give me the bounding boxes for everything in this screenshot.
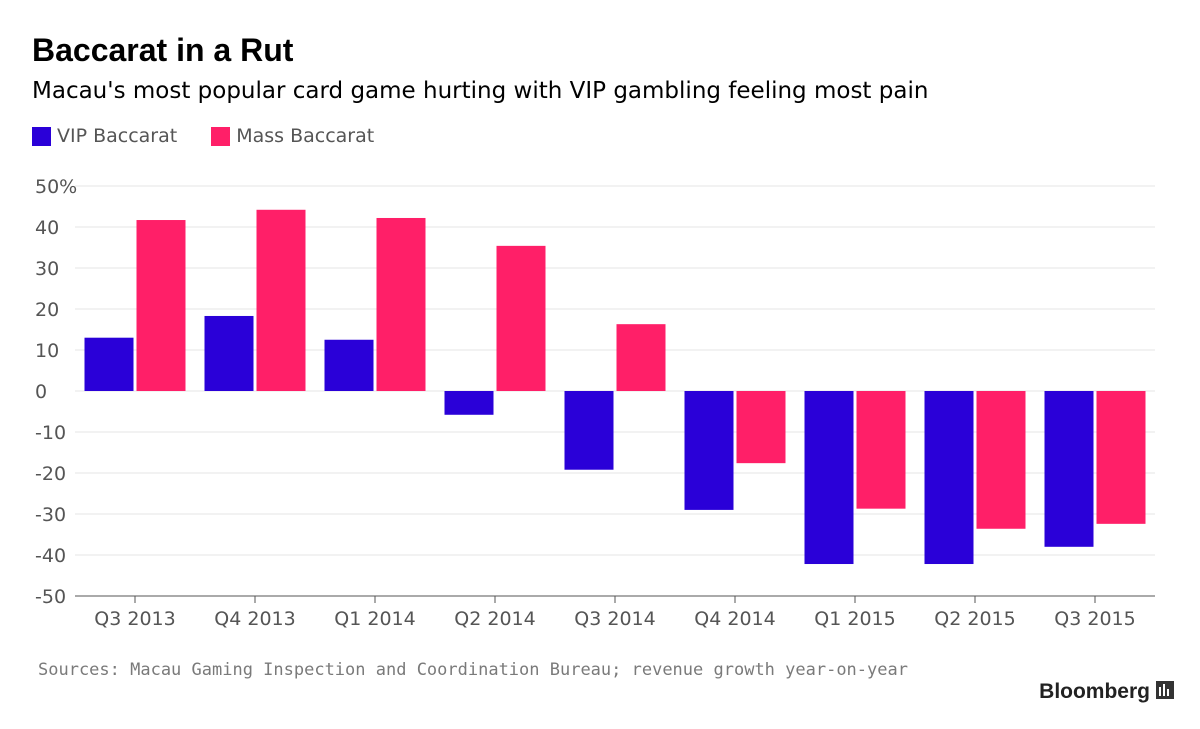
y-tick-label: 20 bbox=[35, 299, 59, 321]
brand-logo: Bloomberg bbox=[1039, 679, 1174, 705]
chart-title: Baccarat in a Rut bbox=[32, 32, 294, 68]
brand-name: Bloomberg bbox=[1039, 680, 1150, 703]
y-tick-label: -30 bbox=[35, 504, 66, 526]
y-tick-label: 40 bbox=[35, 217, 59, 239]
bar-vip bbox=[1044, 391, 1094, 547]
y-tick-label: 50% bbox=[35, 176, 77, 198]
x-tick-label: Q3 2014 bbox=[574, 608, 655, 630]
legend-item-mass: Mass Baccarat bbox=[211, 125, 374, 147]
bar-mass bbox=[856, 391, 906, 509]
legend-label-mass: Mass Baccarat bbox=[236, 125, 375, 147]
y-tick-label: -40 bbox=[35, 545, 66, 567]
y-tick-label: 0 bbox=[35, 381, 47, 403]
x-tick-label: Q4 2013 bbox=[214, 608, 295, 630]
x-tick-label: Q1 2014 bbox=[334, 608, 415, 630]
x-tick-label: Q3 2015 bbox=[1054, 608, 1135, 630]
x-tick-label: Q1 2015 bbox=[814, 608, 895, 630]
legend-swatch-vip bbox=[32, 126, 51, 146]
legend: VIP Baccarat Mass Baccarat bbox=[32, 125, 408, 147]
bar-mass bbox=[1096, 391, 1146, 524]
chart-subtitle: Macau's most popular card game hurting w… bbox=[32, 78, 929, 104]
bar-mass bbox=[376, 217, 426, 391]
y-tick-label: 30 bbox=[35, 258, 59, 280]
bar-vip bbox=[564, 391, 614, 470]
bar-mass bbox=[496, 245, 546, 391]
x-tick-label: Q3 2013 bbox=[94, 608, 175, 630]
bar-mass bbox=[976, 391, 1026, 529]
y-tick-label: -50 bbox=[35, 586, 66, 608]
bar-vip bbox=[804, 391, 854, 565]
bar-vip bbox=[924, 391, 974, 565]
y-tick-label: -20 bbox=[35, 463, 66, 485]
source-note: Sources: Macau Gaming Inspection and Coo… bbox=[38, 660, 908, 680]
bar-mass bbox=[136, 220, 186, 391]
bar-mass bbox=[736, 391, 786, 464]
bar-vip bbox=[324, 339, 374, 391]
x-tick-label: Q2 2015 bbox=[934, 608, 1015, 630]
bloomberg-chart-icon bbox=[1156, 679, 1174, 705]
legend-item-vip: VIP Baccarat bbox=[32, 125, 177, 147]
bar-vip bbox=[204, 315, 254, 391]
x-tick-label: Q2 2014 bbox=[454, 608, 535, 630]
legend-label-vip: VIP Baccarat bbox=[57, 125, 178, 147]
bar-vip bbox=[84, 337, 134, 391]
x-tick-label: Q4 2014 bbox=[694, 608, 775, 630]
legend-swatch-mass bbox=[211, 126, 231, 146]
y-tick-label: 10 bbox=[35, 340, 59, 362]
bar-vip bbox=[684, 391, 734, 510]
y-tick-label: -10 bbox=[35, 422, 66, 444]
bar-mass bbox=[616, 324, 666, 391]
bar-vip bbox=[444, 391, 494, 415]
bar-mass bbox=[256, 209, 306, 391]
